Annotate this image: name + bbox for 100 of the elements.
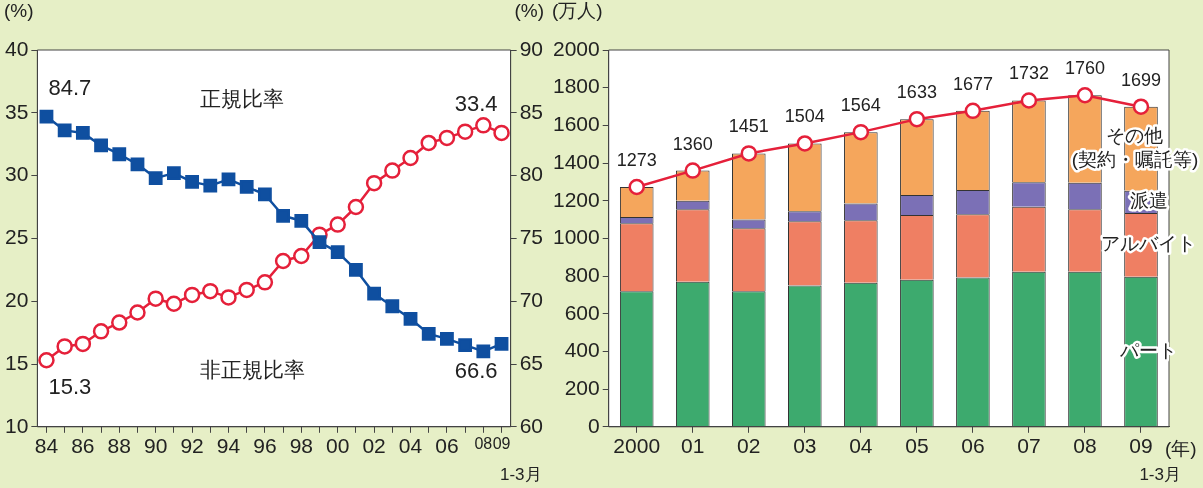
- point: [92, 323, 110, 340]
- x-tick-label: 84: [34, 434, 59, 458]
- point: [402, 149, 419, 167]
- point: [908, 110, 926, 128]
- y-tick-label: 15: [5, 350, 29, 374]
- y-tick-label: 200: [564, 375, 600, 399]
- point: [38, 351, 55, 369]
- point: [476, 344, 491, 359]
- point: [456, 123, 474, 140]
- x-tick-label: 04: [398, 434, 423, 458]
- point: [56, 338, 73, 355]
- data-label: 1451: [728, 116, 769, 137]
- y2-tick-label: 85: [519, 99, 543, 123]
- y-tick-label: 35: [5, 99, 29, 123]
- point: [112, 147, 127, 162]
- x-tick-label: 92: [180, 434, 204, 458]
- point: [421, 326, 436, 341]
- point: [293, 247, 310, 265]
- point: [385, 299, 400, 314]
- point: [347, 198, 365, 216]
- y-tick-label: 800: [564, 262, 600, 286]
- point: [684, 162, 702, 179]
- x-tick-label: 07: [1017, 434, 1041, 458]
- y-tick-label: 30: [5, 162, 29, 186]
- y-axis-title: (%): [4, 0, 34, 22]
- y-tick-label: 1200: [553, 187, 600, 211]
- point: [365, 174, 383, 192]
- point: [458, 338, 473, 353]
- point: [166, 166, 181, 180]
- point: [94, 138, 108, 153]
- point: [39, 109, 54, 124]
- x-tick-label: 09: [1129, 434, 1153, 458]
- x-tick-label: 86: [71, 434, 95, 458]
- data-label: 15.3: [48, 374, 92, 400]
- text: 1-3月: [499, 465, 542, 485]
- point: [183, 286, 201, 304]
- x-tick-label: 98: [289, 434, 313, 458]
- point: [57, 123, 72, 138]
- y-tick-label: 2000: [553, 36, 600, 60]
- x-tick-label: 02: [362, 434, 386, 458]
- data-label: 1633: [896, 82, 937, 103]
- point: [367, 286, 382, 301]
- y-tick-label: 20: [5, 288, 29, 311]
- y-tick-label: 1600: [553, 112, 600, 136]
- y2-tick-label: 90: [519, 36, 543, 60]
- data-label: 1273: [616, 149, 657, 170]
- y-tick-label: 1000: [553, 225, 600, 249]
- point: [312, 235, 327, 250]
- data-label: 1732: [1008, 63, 1049, 84]
- point: [349, 262, 363, 277]
- data-label: 1564: [840, 95, 881, 116]
- data-label: 1504: [784, 106, 825, 127]
- data-label: 33.4: [454, 90, 498, 116]
- point: [111, 314, 128, 331]
- x-tick-label: 00: [326, 434, 350, 458]
- point: [384, 162, 401, 179]
- x-tick-label: 04: [849, 434, 873, 458]
- point: [256, 274, 274, 291]
- x-axis-title: (年): [1164, 438, 1197, 460]
- point: [74, 335, 92, 353]
- x-tick-label: 90: [144, 434, 168, 458]
- point: [257, 187, 272, 202]
- point: [438, 129, 456, 147]
- y-axis-title: (万人): [552, 0, 603, 22]
- point: [740, 145, 758, 162]
- point: [238, 281, 255, 299]
- point: [203, 178, 218, 193]
- y2-tick-label: 80: [519, 162, 543, 186]
- x-tick-label: 03: [793, 434, 817, 458]
- point: [221, 172, 236, 187]
- y2-tick-label: 60: [519, 413, 543, 437]
- point: [274, 252, 292, 270]
- y2-tick-label: 70: [519, 288, 543, 311]
- y2-tick-label: 65: [519, 350, 543, 374]
- text: 正規比率: [200, 87, 285, 111]
- point: [1076, 86, 1094, 104]
- data-label: 1760: [1064, 58, 1105, 79]
- y-tick-label: 1400: [553, 149, 600, 173]
- text: 非正規比率: [200, 357, 306, 381]
- point: [329, 216, 346, 233]
- point: [75, 125, 90, 140]
- y-tick-label: 25: [5, 225, 29, 249]
- point: [796, 135, 814, 152]
- point: [420, 134, 437, 152]
- point: [148, 171, 163, 186]
- point: [220, 289, 237, 306]
- y-tick-label: 0: [588, 413, 600, 437]
- point: [1020, 92, 1038, 109]
- y-tick-label: 600: [564, 300, 600, 324]
- data-label: 84.7: [48, 74, 92, 100]
- x-tick-label: 06: [435, 434, 459, 458]
- point: [440, 331, 454, 346]
- y2-axis-title: (%): [514, 0, 544, 22]
- point: [493, 124, 510, 142]
- y-tick-label: 40: [5, 36, 29, 60]
- point: [475, 117, 492, 134]
- point: [330, 245, 345, 260]
- point: [276, 208, 291, 223]
- data-label: 1360: [672, 133, 713, 154]
- x-tick-label: 09: [492, 434, 511, 452]
